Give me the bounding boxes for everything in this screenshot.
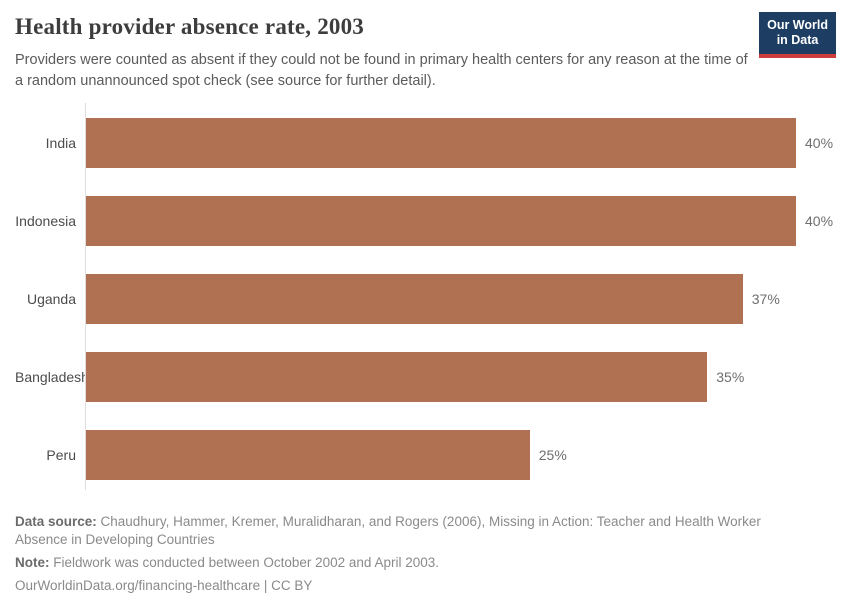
bar-area: 40%	[86, 118, 833, 168]
bar[interactable]	[86, 118, 796, 168]
bar-area: 40%	[86, 196, 833, 246]
separator: |	[260, 578, 272, 593]
bar-row: Uganda 37%	[15, 274, 835, 324]
category-label: Bangladesh	[15, 369, 89, 385]
value-label: 25%	[538, 447, 567, 463]
data-source-text: Chaudhury, Hammer, Kremer, Muralidharan,…	[15, 514, 761, 547]
category-label: Peru	[46, 447, 76, 463]
y-axis-line	[85, 103, 86, 490]
value-label: 40%	[805, 213, 834, 229]
bar-track: 35%	[86, 352, 835, 402]
bar-row: Bangladesh 35%	[15, 352, 835, 402]
category-label: Uganda	[26, 291, 76, 307]
bar[interactable]	[86, 352, 708, 402]
logo-line-1: Our World	[767, 18, 828, 32]
owid-logo[interactable]: Our World in Data	[759, 12, 836, 58]
bar-area: 37%	[86, 274, 796, 324]
bar-track: 40%	[86, 118, 835, 168]
bar-chart: India 40% Indonesia 40% Uganda	[15, 103, 835, 490]
value-label: 37%	[751, 291, 780, 307]
page-title: Health provider absence rate, 2003	[15, 14, 364, 39]
data-source-label: Data source:	[15, 514, 97, 529]
bar-row: Peru 25%	[15, 430, 835, 480]
license-text: CC BY	[271, 578, 313, 593]
bar-track: 25%	[86, 430, 835, 480]
data-source-line: Data source: Chaudhury, Hammer, Kremer, …	[15, 513, 815, 549]
category-label: Indonesia	[15, 213, 76, 229]
bar-row: India 40%	[15, 118, 835, 168]
citation-link[interactable]: OurWorldinData.org/financing-healthcare	[15, 578, 261, 593]
logo-line-2: in Data	[776, 33, 819, 47]
note-text: Fieldwork was conducted between October …	[49, 555, 439, 570]
chart-subtitle: Providers were counted as absent if they…	[15, 52, 748, 89]
chart-header: Health provider absence rate, 2003 Provi…	[15, 12, 836, 91]
bar-area: 25%	[86, 430, 796, 480]
note-label: Note:	[15, 555, 50, 570]
bar-track: 40%	[86, 196, 835, 246]
bar[interactable]	[86, 274, 743, 324]
bar-row: Indonesia 40%	[15, 196, 835, 246]
bar[interactable]	[86, 196, 796, 246]
category-label: India	[45, 135, 76, 151]
note-line: Note: Fieldwork was conducted between Oc…	[15, 554, 815, 572]
citation-line: OurWorldinData.org/financing-healthcare …	[15, 577, 815, 595]
bar-track: 37%	[86, 274, 835, 324]
value-label: 35%	[716, 369, 745, 385]
bar[interactable]	[86, 430, 530, 480]
value-label: 40%	[805, 135, 834, 151]
bar-area: 35%	[86, 352, 796, 402]
chart-footer: Data source: Chaudhury, Hammer, Kremer, …	[15, 513, 815, 595]
